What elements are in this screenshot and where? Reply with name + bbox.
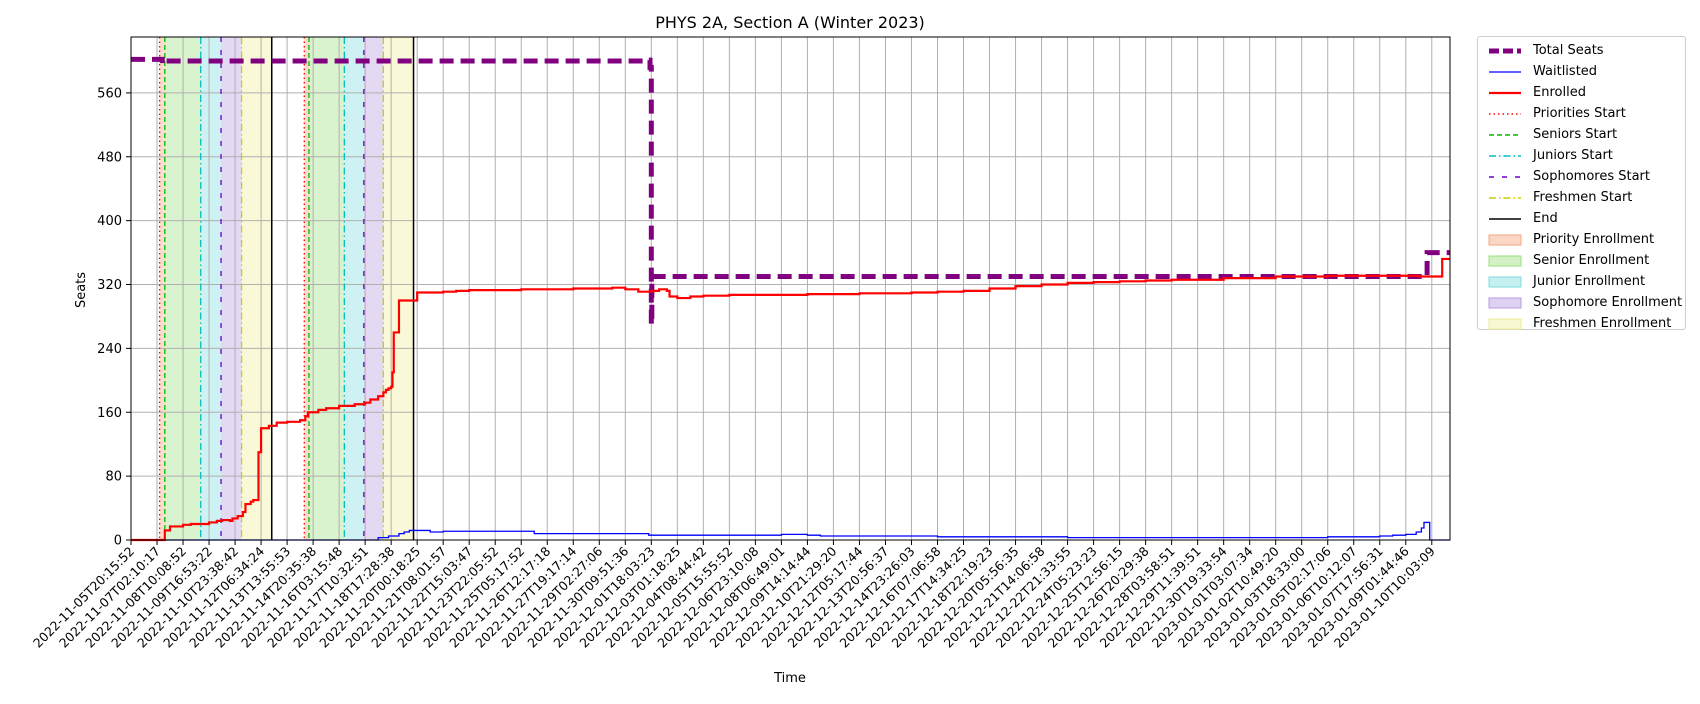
y-axis-label: Seats [74,272,89,308]
y-tick-label: 560 [97,86,122,101]
legend-swatch [1488,318,1522,329]
legend-label: End [1533,211,1558,226]
phase-span [308,37,345,540]
phase-span [363,37,384,540]
phase-span [344,37,364,540]
y-tick-label: 160 [97,406,122,421]
legend-patch-sample [1488,276,1522,287]
legend-label: Junior Enrollment [1533,274,1646,289]
legend-item: Senior Enrollment [1478,250,1685,271]
y-tick-label: 0 [114,534,122,549]
series-line [131,521,1450,541]
legend-swatch [1488,297,1522,308]
y-tick-label: 480 [97,150,122,165]
chart-title: PHYS 2A, Section A (Winter 2023) [655,13,925,32]
legend-patch-sample [1488,255,1522,266]
legend-swatch [1489,48,1521,53]
legend-label: Senior Enrollment [1533,253,1650,268]
phase-span [159,37,165,540]
legend-swatch [1489,196,1521,199]
legend-item: Freshmen Start [1478,187,1685,208]
legend-item: Freshmen Enrollment [1478,313,1685,334]
phase-span [200,37,222,540]
legend-label: Enrolled [1533,85,1586,100]
phase-span [383,37,414,540]
legend-swatch [1489,91,1521,94]
legend-label: Waitlisted [1533,64,1598,79]
legend-swatch [1488,234,1522,245]
legend-item: Junior Enrollment [1478,271,1685,292]
legend-item: Sophomores Start [1478,166,1685,187]
legend-swatch [1489,154,1521,157]
legend-label: Freshmen Enrollment [1533,316,1672,331]
y-tick-label: 400 [97,214,122,229]
legend-item: Waitlisted [1478,61,1685,82]
legend-swatch [1488,255,1522,266]
legend-label: Juniors Start [1533,148,1613,163]
legend-swatch [1488,276,1522,287]
legend-item: Seniors Start [1478,124,1685,145]
legend-patch-sample [1488,318,1522,329]
legend-item: Priorities Start [1478,103,1685,124]
legend-swatch [1489,175,1521,178]
y-tick-label: 320 [97,278,122,293]
legend-swatch [1489,217,1521,220]
series-line [131,56,1450,327]
legend-item: Total Seats [1478,40,1685,61]
phase-span [304,37,309,540]
y-tick-label: 80 [105,470,122,485]
legend-label: Sophomores Start [1533,169,1650,184]
plot-frame [130,36,1451,541]
legend-label: Total Seats [1533,43,1604,58]
legend-swatch [1489,70,1521,73]
legend-item: End [1478,208,1685,229]
legend-item: Enrolled [1478,82,1685,103]
x-axis-label: Time [773,671,806,686]
legend-swatch [1489,112,1521,115]
y-tick-label: 240 [97,342,122,357]
legend-label: Priorities Start [1533,106,1626,121]
legend-swatch [1489,133,1521,136]
legend-patch-sample [1488,234,1522,245]
plot-area [131,37,1450,540]
legend-item: Priority Enrollment [1478,229,1685,250]
legend-patch-sample [1488,297,1522,308]
legend-item: Sophomore Enrollment [1478,292,1685,313]
chart-legend: Total Seats Waitlisted Enrolled Priorities … [1477,36,1686,331]
legend-label: Sophomore Enrollment [1533,295,1683,310]
phase-span [241,37,272,540]
legend-label: Priority Enrollment [1533,232,1655,247]
legend-item: Juniors Start [1478,145,1685,166]
legend-label: Seniors Start [1533,127,1618,142]
legend-label: Freshmen Start [1533,190,1633,205]
phase-span [221,37,242,540]
series-line [131,257,1450,542]
